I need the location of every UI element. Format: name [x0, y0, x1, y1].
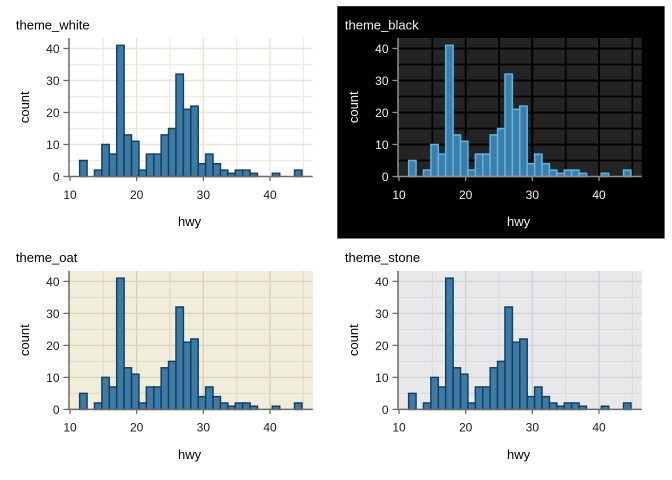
- svg-text:30: 30: [526, 421, 540, 435]
- svg-text:count: count: [17, 91, 32, 123]
- svg-text:10: 10: [375, 371, 389, 385]
- svg-text:10: 10: [392, 188, 406, 202]
- svg-text:30: 30: [46, 307, 60, 321]
- svg-text:0: 0: [53, 403, 60, 417]
- svg-text:theme_oat: theme_oat: [16, 250, 78, 265]
- svg-text:theme_black: theme_black: [345, 17, 419, 32]
- svg-text:0: 0: [382, 403, 389, 417]
- svg-text:20: 20: [130, 421, 144, 435]
- svg-text:40: 40: [263, 188, 277, 202]
- svg-text:10: 10: [46, 138, 60, 152]
- svg-text:20: 20: [46, 339, 60, 353]
- svg-text:40: 40: [46, 42, 60, 56]
- svg-text:30: 30: [197, 421, 211, 435]
- svg-text:theme_stone: theme_stone: [345, 250, 420, 265]
- svg-text:0: 0: [53, 170, 60, 184]
- svg-text:count: count: [346, 324, 361, 356]
- svg-text:hwy: hwy: [507, 214, 531, 229]
- svg-text:40: 40: [375, 42, 389, 56]
- svg-text:40: 40: [375, 275, 389, 289]
- svg-text:30: 30: [375, 74, 389, 88]
- svg-text:30: 30: [375, 307, 389, 321]
- svg-text:20: 20: [459, 188, 473, 202]
- svg-text:count: count: [346, 91, 361, 123]
- svg-text:hwy: hwy: [178, 214, 202, 229]
- svg-text:0: 0: [382, 170, 389, 184]
- svg-text:hwy: hwy: [178, 447, 202, 462]
- svg-text:20: 20: [375, 106, 389, 120]
- svg-text:30: 30: [197, 188, 211, 202]
- svg-text:20: 20: [459, 421, 473, 435]
- svg-text:10: 10: [46, 371, 60, 385]
- svg-text:40: 40: [46, 275, 60, 289]
- svg-text:40: 40: [592, 188, 606, 202]
- svg-text:20: 20: [130, 188, 144, 202]
- svg-text:30: 30: [526, 188, 540, 202]
- svg-text:40: 40: [263, 421, 277, 435]
- svg-text:hwy: hwy: [507, 447, 531, 462]
- svg-text:20: 20: [46, 106, 60, 120]
- svg-text:20: 20: [375, 339, 389, 353]
- svg-text:theme_white: theme_white: [16, 17, 90, 32]
- svg-text:count: count: [17, 324, 32, 356]
- svg-text:30: 30: [46, 74, 60, 88]
- svg-text:10: 10: [63, 421, 77, 435]
- svg-text:10: 10: [392, 421, 406, 435]
- svg-text:40: 40: [592, 421, 606, 435]
- svg-text:10: 10: [63, 188, 77, 202]
- svg-text:10: 10: [375, 138, 389, 152]
